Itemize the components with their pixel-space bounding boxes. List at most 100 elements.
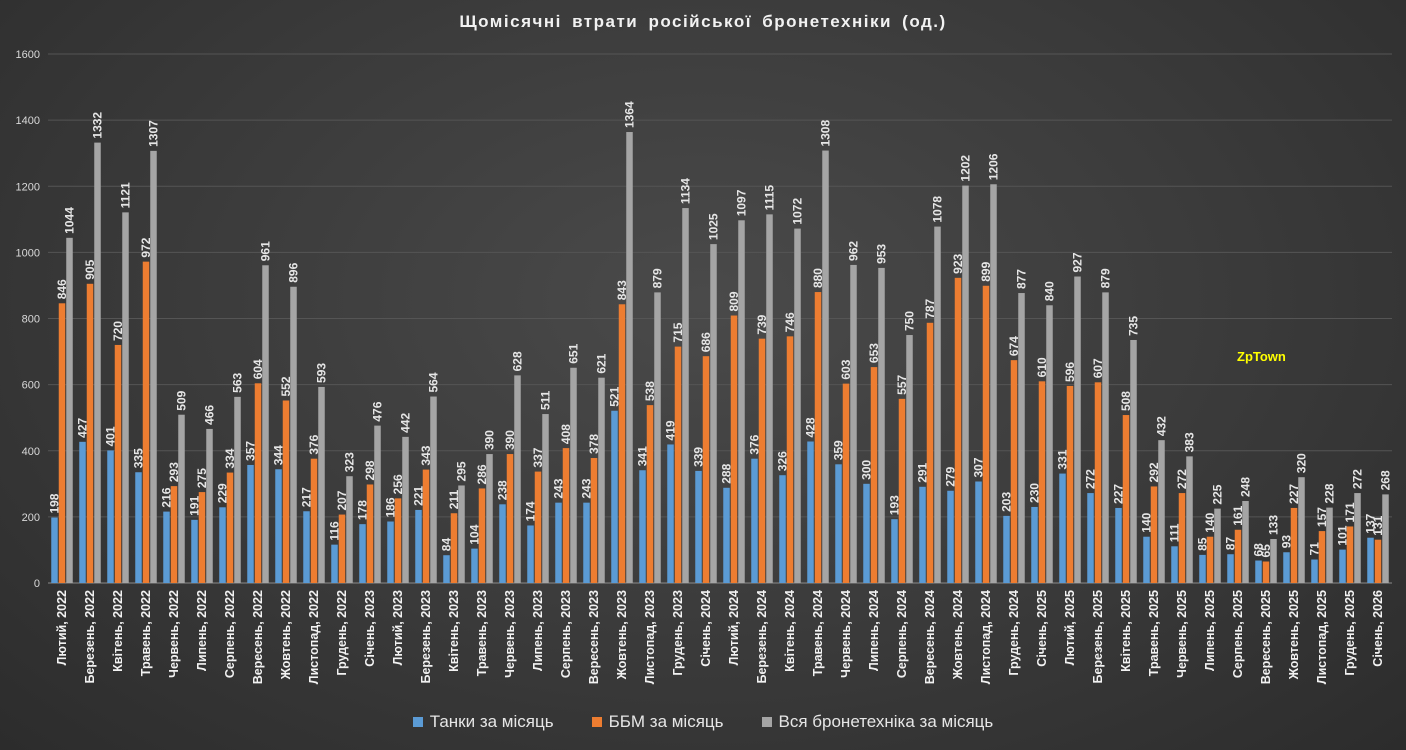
- data-label: 877: [1015, 269, 1029, 289]
- data-label: 279: [944, 466, 958, 486]
- x-tick-label: Травень, 2024: [811, 590, 825, 676]
- bar: [807, 441, 814, 583]
- x-tick-label: Червень, 2023: [503, 590, 517, 678]
- data-label: 320: [1295, 453, 1309, 473]
- bar: [346, 476, 353, 583]
- data-label: 335: [132, 448, 146, 468]
- data-label: 432: [1155, 416, 1169, 436]
- data-label: 1097: [735, 189, 749, 216]
- data-label: 408: [559, 424, 573, 444]
- bar: [1031, 506, 1038, 583]
- y-tick-label: 600: [22, 380, 40, 392]
- data-label: 111: [1168, 523, 1182, 542]
- data-label: 1206: [987, 153, 1001, 180]
- data-label: 300: [860, 459, 874, 479]
- bar: [1367, 537, 1374, 583]
- bar: [919, 486, 926, 583]
- data-label: 428: [804, 417, 818, 437]
- bar: [639, 470, 646, 583]
- bar: [142, 261, 150, 583]
- bar: [499, 504, 506, 583]
- bar: [542, 414, 549, 583]
- data-label: 186: [384, 497, 398, 517]
- bar: [282, 400, 290, 583]
- data-label: 972: [139, 237, 153, 257]
- x-tick-label: Січень, 2025: [1035, 590, 1049, 667]
- bar: [562, 448, 570, 583]
- data-label: 357: [244, 441, 258, 461]
- y-tick-label: 200: [22, 512, 40, 524]
- x-tick-label: Квітень, 2024: [783, 590, 797, 672]
- data-label: 203: [1000, 492, 1014, 512]
- data-label: 256: [391, 474, 405, 494]
- bar: [178, 414, 185, 583]
- bar: [226, 472, 234, 583]
- bar: [247, 464, 254, 583]
- data-label: 272: [1351, 469, 1365, 489]
- x-tick-label: Січень, 2023: [363, 590, 377, 667]
- bar: [863, 483, 870, 583]
- bar: [850, 264, 857, 583]
- data-label: 1025: [707, 213, 721, 240]
- data-label: 1115: [763, 185, 777, 211]
- data-label: 87: [1224, 537, 1238, 551]
- x-tick-label: Грудень, 2023: [671, 590, 685, 676]
- bar: [1038, 381, 1046, 583]
- x-tick-label: Червень, 2024: [839, 590, 853, 678]
- data-label: 879: [1099, 268, 1113, 288]
- data-label: 846: [55, 279, 69, 299]
- bar: [366, 484, 374, 583]
- data-label: 193: [888, 495, 902, 515]
- data-label: 227: [1287, 484, 1301, 504]
- bar: [402, 436, 409, 583]
- data-label: 104: [468, 524, 482, 544]
- bar: [1150, 486, 1158, 583]
- bar: [415, 509, 422, 583]
- bar: [898, 398, 906, 583]
- bar: [443, 555, 450, 583]
- bar: [583, 502, 590, 583]
- bar: [51, 517, 58, 583]
- data-label: 390: [503, 430, 517, 450]
- bar: [1326, 507, 1333, 583]
- x-tick-label: Липень, 2023: [531, 590, 545, 671]
- bar: [975, 481, 982, 583]
- legend-label: Вся бронетехніка за місяць: [778, 712, 994, 731]
- bar: [66, 237, 73, 583]
- data-label: 84: [440, 538, 454, 552]
- data-label: 293: [167, 462, 181, 482]
- bar: [1074, 276, 1081, 583]
- bar: [730, 315, 738, 583]
- data-label: 552: [279, 376, 293, 396]
- data-label: 272: [1175, 469, 1189, 489]
- x-tick-label: Грудень, 2025: [1343, 590, 1357, 676]
- bar: [1115, 507, 1122, 583]
- bar: [527, 525, 534, 583]
- x-tick-label: Жовтень, 2025: [1287, 590, 1301, 680]
- data-label: 295: [455, 461, 469, 481]
- data-label: 272: [1084, 469, 1098, 489]
- x-tick-label: Січень, 2024: [699, 590, 713, 667]
- bar: [135, 472, 142, 583]
- bar: [786, 336, 794, 583]
- legend-swatch: [761, 717, 772, 727]
- data-label: 68: [1252, 543, 1266, 557]
- bar: [114, 344, 122, 583]
- bar: [262, 265, 269, 583]
- data-label: 442: [399, 413, 413, 433]
- legend-label: ББМ за місяць: [608, 712, 724, 731]
- data-label: 344: [272, 445, 286, 465]
- data-label: 720: [111, 321, 125, 341]
- bar: [654, 292, 661, 583]
- legend-item: Танки за місяць: [412, 712, 554, 732]
- data-label: 343: [419, 445, 433, 465]
- data-label: 715: [671, 322, 685, 342]
- data-label: 476: [371, 401, 385, 421]
- bar: [206, 428, 213, 583]
- bar: [1122, 415, 1130, 583]
- data-label: 383: [1183, 432, 1197, 452]
- bar: [1046, 305, 1053, 583]
- data-label: 628: [511, 351, 525, 371]
- data-label: 334: [223, 448, 237, 468]
- data-label: 133: [1267, 515, 1281, 535]
